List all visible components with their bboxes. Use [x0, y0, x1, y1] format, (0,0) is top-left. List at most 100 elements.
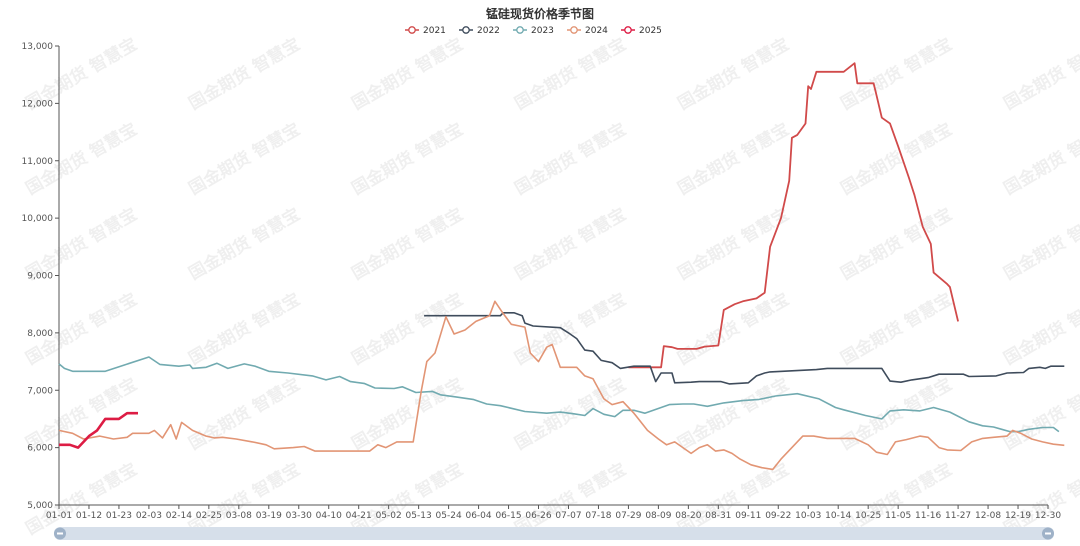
y-tick-label: 5,000: [27, 501, 53, 511]
legend-marker-icon: [624, 26, 632, 34]
y-tick-label: 9,000: [27, 272, 53, 282]
watermark-text: 国金期货 智慧宝: [1000, 374, 1080, 455]
x-tick-label: 02-03: [136, 511, 162, 521]
x-tick-label: 08-09: [645, 511, 671, 521]
x-tick-label: 06-04: [465, 511, 491, 521]
watermark-text: 国金期货 智慧宝: [511, 289, 630, 370]
watermark-text: 国金期货 智慧宝: [185, 119, 304, 200]
series-line-2025: [59, 411, 138, 449]
watermark-text: 国金期货 智慧宝: [348, 119, 467, 200]
watermark-text: 国金期货 智慧宝: [837, 204, 956, 285]
x-tick-label: 03-08: [226, 511, 252, 521]
x-tick-label: 05-13: [406, 511, 432, 521]
legend-item-2021: 2021: [405, 26, 446, 36]
x-tick-label: 11-27: [945, 511, 971, 521]
x-tick-label: 07-18: [585, 511, 611, 521]
legend-marker-icon: [570, 26, 578, 34]
y-tick-label: 8,000: [27, 329, 53, 339]
x-tick-label: 11-05: [885, 511, 911, 521]
x-tick-label: 09-22: [765, 511, 791, 521]
legend-item-2024: 2024: [567, 26, 608, 36]
watermark-text: 国金期货 智慧宝: [185, 374, 304, 455]
series-line-2024: [58, 300, 1065, 471]
legend: 2021 2022 2023 2024 2025: [405, 26, 662, 36]
x-tick-label: 02-25: [196, 511, 222, 521]
watermark-text: 国金期货 智慧宝: [674, 289, 793, 370]
x-tick-label: 12-30: [1035, 511, 1061, 521]
watermark-text: 国金期货 智慧宝: [1000, 119, 1080, 200]
axes: 5,000 6,000 7,000 8,000 9,000 10,000 11,000 12,…: [22, 42, 1062, 521]
x-tick-label: 10-03: [795, 511, 821, 521]
series-line-2023: [58, 356, 1060, 433]
watermark-text: 国金期货 智慧宝: [185, 34, 304, 115]
legend-label: 2021: [423, 26, 446, 36]
x-tick-label: 04-10: [316, 511, 342, 521]
watermark-text: 国金期货 智慧宝: [348, 204, 467, 285]
legend-label: 2025: [639, 26, 662, 36]
y-tick-label: 13,000: [22, 42, 54, 52]
watermark-text: 国金期货 智慧宝: [348, 289, 467, 370]
right-handle-grip-icon: [1045, 532, 1051, 535]
legend-item-2025: 2025: [621, 26, 662, 36]
watermark-text: 国金期货 智慧宝: [837, 34, 956, 115]
x-tick-label: 11-16: [915, 511, 941, 521]
chart-title: 锰硅现货价格季节图: [486, 6, 594, 21]
y-tick-label: 6,000: [27, 444, 53, 454]
x-tick-label: 05-24: [436, 511, 462, 521]
x-tick-label: 04-21: [346, 511, 372, 521]
x-tick-label: 02-14: [166, 511, 192, 521]
series-lines: [58, 62, 1065, 471]
watermark-text: 国金期货 智慧宝: [837, 289, 956, 370]
watermark-text: 国金期货 智慧宝: [185, 289, 304, 370]
x-tick-label: 09-11: [735, 511, 761, 521]
y-tick-label: 10,000: [22, 214, 54, 224]
legend-label: 2022: [477, 26, 500, 36]
x-tick-label: 08-31: [705, 511, 731, 521]
watermark-text: 国金期货 智慧宝: [511, 119, 630, 200]
legend-marker-icon: [462, 26, 470, 34]
legend-label: 2024: [585, 26, 608, 36]
x-tick-label: 05-02: [376, 511, 402, 521]
x-tick-label: 10-14: [825, 511, 851, 521]
watermark-text: 国金期货 智慧宝: [1000, 289, 1080, 370]
x-tick-label: 06-26: [525, 511, 551, 521]
watermark-text: 国金期货 智慧宝: [185, 204, 304, 285]
x-tick-label: 01-01: [46, 511, 72, 521]
legend-label: 2023: [531, 26, 554, 36]
watermark-text: 国金期货 智慧宝: [674, 119, 793, 200]
watermark-text: 国金期货 智慧宝: [674, 374, 793, 455]
watermark-text: 国金期货 智慧宝: [1000, 204, 1080, 285]
datazoom-track[interactable]: [54, 527, 1054, 540]
x-tick-label: 03-30: [286, 511, 312, 521]
x-tick-label: 03-19: [256, 511, 282, 521]
legend-item-2023: 2023: [513, 26, 554, 36]
datazoom-slider[interactable]: [54, 527, 1054, 540]
watermark-layer: 国金期货 智慧宝 国金期货 智慧宝 国金期货 智慧宝 国金期货 智慧宝 国金期货 智慧宝…: [22, 34, 1080, 540]
y-tick-label: 12,000: [22, 99, 54, 109]
legend-marker-icon: [408, 26, 416, 34]
x-tick-label: 12-19: [1005, 511, 1031, 521]
x-tick-label: 01-12: [76, 511, 102, 521]
watermark-text: 国金期货 智慧宝: [674, 204, 793, 285]
series-line-2022: [424, 312, 1065, 385]
x-tick-label: 10-25: [855, 511, 881, 521]
legend-marker-icon: [516, 26, 524, 34]
watermark-text: 国金期货 智慧宝: [511, 34, 630, 115]
watermark-text: 国金期货 智慧宝: [837, 119, 956, 200]
series-line-2021: [628, 62, 959, 369]
y-tick-label: 7,000: [27, 386, 53, 396]
x-tick-label: 07-29: [615, 511, 641, 521]
watermark-text: 国金期货 智慧宝: [674, 34, 793, 115]
watermark-text: 国金期货 智慧宝: [348, 34, 467, 115]
left-handle-grip-icon: [57, 532, 63, 535]
legend-item-2022: 2022: [459, 26, 500, 36]
watermark-text: 国金期货 智慧宝: [511, 204, 630, 285]
x-tick-label: 12-08: [975, 511, 1001, 521]
x-tick-label: 06-15: [495, 511, 521, 521]
x-tick-label: 01-23: [106, 511, 132, 521]
x-tick-label: 08-20: [675, 511, 701, 521]
x-tick-label: 07-07: [555, 511, 581, 521]
watermark-text: 国金期货 智慧宝: [1000, 34, 1080, 115]
y-tick-label: 11,000: [22, 157, 54, 167]
